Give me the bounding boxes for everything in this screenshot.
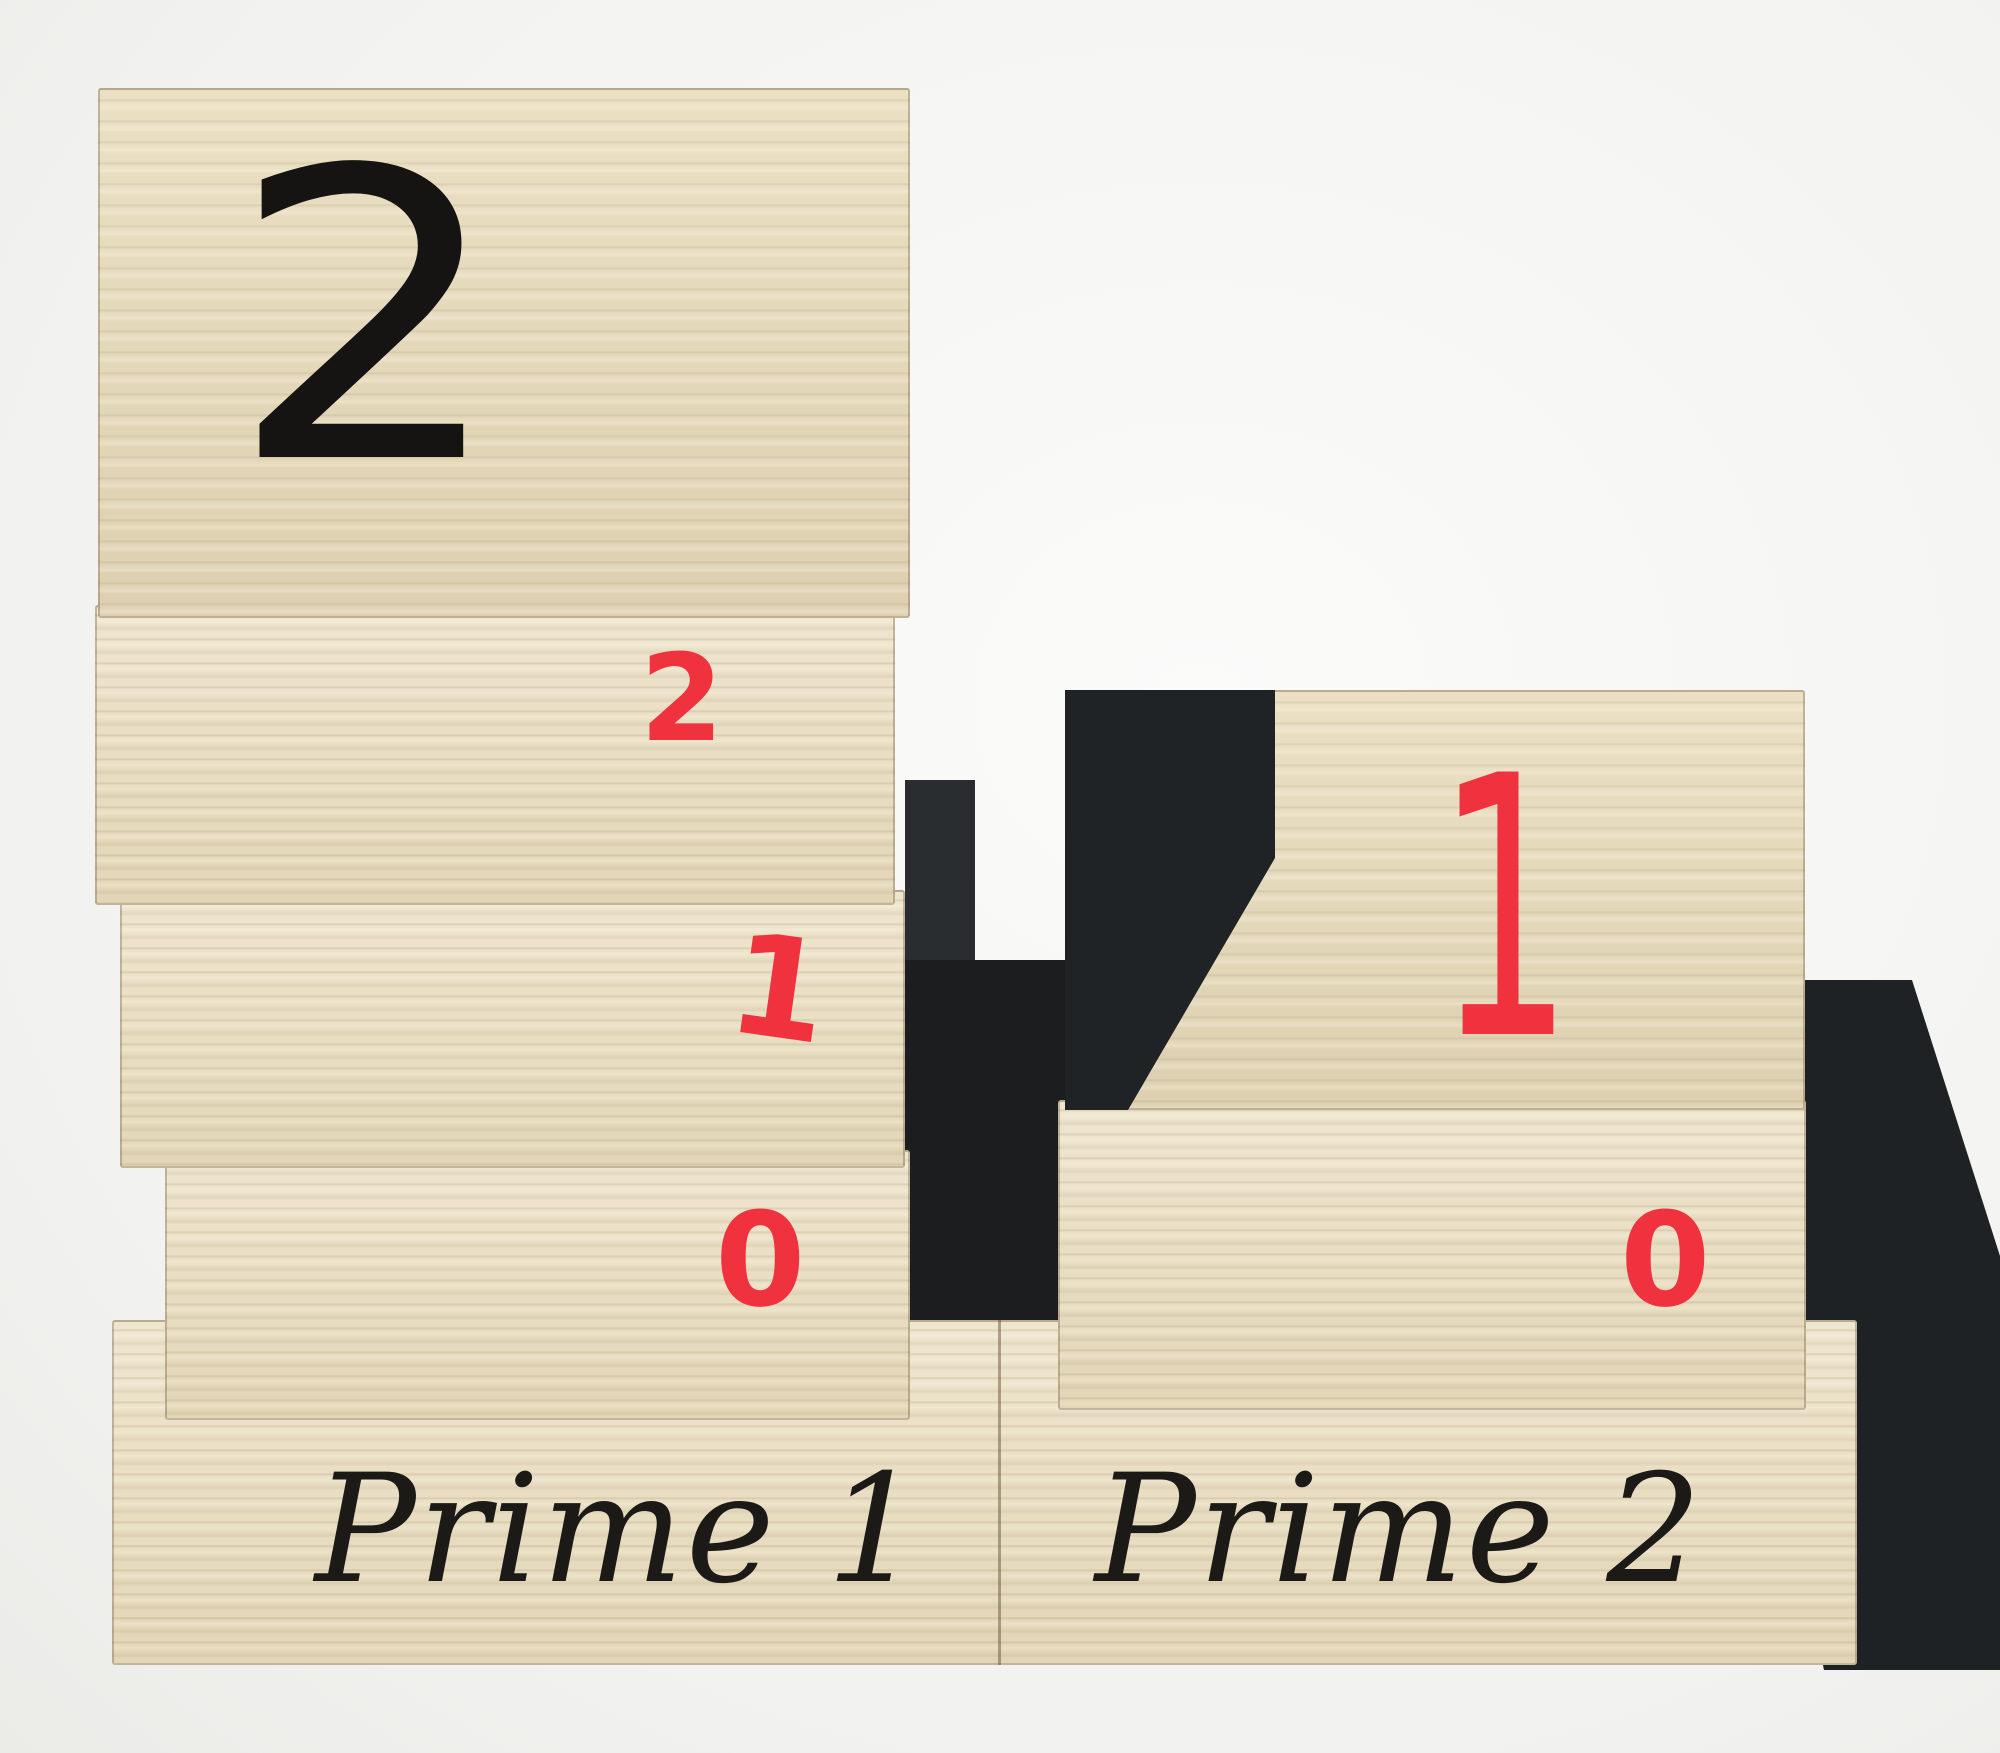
left-top-face-number: 2 <box>227 87 508 552</box>
left-stack-upper-block <box>95 605 895 905</box>
left-stack-middle-block <box>120 890 905 1168</box>
base-label-prime-1: Prime 1 <box>315 1443 924 1617</box>
left-side-number-0: 0 <box>715 1184 806 1336</box>
left-stack-top-face <box>98 88 910 618</box>
right-side-number-0: 0 <box>1620 1184 1711 1336</box>
base-block-seam <box>998 1320 1001 1665</box>
right-stack-bottom-block <box>1058 1100 1806 1410</box>
left-side-number-1: 1 <box>719 902 839 1077</box>
right-top-face-number: 1 <box>1435 700 1574 1119</box>
left-stack-bottom-block <box>165 1150 910 1420</box>
left-side-number-2: 2 <box>640 630 724 769</box>
base-label-prime-2: Prime 2 <box>1095 1443 1704 1617</box>
shadow-left-back <box>905 780 975 960</box>
